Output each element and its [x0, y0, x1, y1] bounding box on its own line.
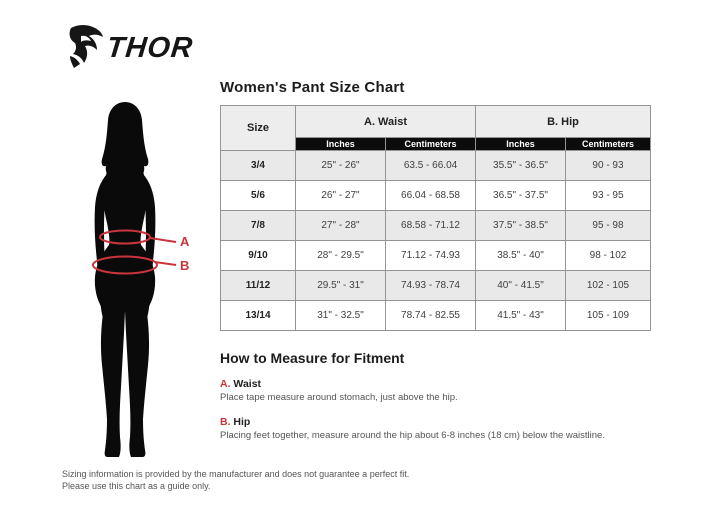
cell-hip-cm: 95 - 98: [565, 210, 651, 241]
cell-hip-in: 37.5" - 38.5": [475, 210, 566, 241]
measure-waist-label: A. Waist: [220, 378, 680, 390]
cell-hip-cm: 102 - 105: [565, 270, 651, 301]
cell-waist-in: 25" - 26": [295, 150, 386, 181]
table-row: 9/10 28" - 29.5" 71.12 - 74.93 38.5" - 4…: [220, 240, 651, 271]
brand-wordmark: THOR: [105, 31, 195, 64]
table-row: 7/8 27" - 28" 68.58 - 71.12 37.5" - 38.5…: [220, 210, 651, 241]
measure-hip-name: Hip: [233, 416, 251, 428]
col-header-size: Size: [220, 105, 296, 151]
table-subheader-row: Inches Centimeters Inches Centimeters: [221, 137, 651, 151]
measure-section: How to Measure for Fitment A. Waist Plac…: [220, 350, 680, 454]
thor-helmet-icon: [69, 25, 103, 68]
disclaimer: Sizing information is provided by the ma…: [62, 468, 409, 492]
cell-waist-cm: 78.74 - 82.55: [385, 300, 476, 331]
cell-waist-in: 31" - 32.5": [295, 300, 386, 331]
table-row: 11/12 29.5" - 31" 74.93 - 78.74 40" - 41…: [220, 270, 651, 301]
table-row: 5/6 26" - 27" 66.04 - 68.58 36.5" - 37.5…: [220, 180, 651, 211]
measure-waist-instructions: Place tape measure around stomach, just …: [220, 392, 458, 403]
waist-measure-line: [99, 229, 151, 245]
cell-hip-in: 41.5" - 43": [475, 300, 566, 331]
measure-hip-label: B. Hip: [220, 416, 680, 428]
brand-logo: THOR: [64, 24, 195, 68]
cell-hip-in: 36.5" - 37.5": [475, 180, 566, 211]
cell-hip-cm: 90 - 93: [565, 150, 651, 181]
measurement-figure: A B: [55, 95, 200, 460]
cell-waist-in: 28" - 29.5": [295, 240, 386, 271]
col-header-waist: A. Waist: [295, 105, 476, 138]
cell-hip-in: 38.5" - 40": [475, 240, 566, 271]
cell-size: 11/12: [220, 270, 296, 301]
subheader-waist-centimeters: Centimeters: [385, 137, 476, 151]
cell-waist-cm: 66.04 - 68.58: [385, 180, 476, 211]
measure-item-waist: A. Waist Place tape measure around stoma…: [220, 378, 680, 403]
cell-hip-cm: 98 - 102: [565, 240, 651, 271]
table-header-row: Size A. Waist B. Hip: [220, 105, 651, 151]
woman-silhouette-figure: A B: [92, 102, 190, 457]
table-row: 3/4 25" - 26" 63.5 - 66.04 35.5" - 36.5"…: [220, 150, 651, 181]
cell-waist-cm: 68.58 - 71.12: [385, 210, 476, 241]
size-chart-table: Size A. Waist B. Hip Inches Centimeters …: [220, 105, 651, 331]
waist-callout-line: [149, 237, 177, 243]
cell-waist-in: 29.5" - 31": [295, 270, 386, 301]
cell-waist-in: 27" - 28": [295, 210, 386, 241]
measurement-lines: [92, 229, 177, 275]
hip-measure-line: [92, 255, 158, 275]
cell-size: 3/4: [220, 150, 296, 181]
cell-waist-cm: 74.93 - 78.74: [385, 270, 476, 301]
measure-waist-name: Waist: [233, 378, 262, 390]
col-header-hip: B. Hip: [475, 105, 651, 138]
waist-label-a: A: [180, 234, 190, 249]
cell-size: 7/8: [220, 210, 296, 241]
disclaimer-line-1: Sizing information is provided by the ma…: [62, 469, 410, 479]
subheader-hip-centimeters: Centimeters: [565, 137, 651, 151]
cell-hip-in: 40" - 41.5": [475, 270, 566, 301]
cell-size: 5/6: [220, 180, 296, 211]
page-title: Women's Pant Size Chart: [220, 79, 405, 96]
measure-hip-instructions: Placing feet together, measure around th…: [220, 430, 605, 441]
disclaimer-line-2: Please use this chart as a guide only.: [62, 481, 211, 492]
measure-item-hip: B. Hip Placing feet together, measure ar…: [220, 416, 680, 441]
measure-waist-key: A.: [220, 378, 231, 390]
measure-section-title: How to Measure for Fitment: [220, 350, 405, 366]
woman-silhouette: [94, 102, 156, 457]
hip-label-b: B: [180, 258, 189, 273]
hip-callout-line: [154, 261, 177, 266]
subheader-hip-inches: Inches: [475, 137, 566, 151]
measure-hip-key: B.: [220, 416, 231, 428]
cell-size: 9/10: [220, 240, 296, 271]
cell-waist-cm: 63.5 - 66.04: [385, 150, 476, 181]
subheader-waist-inches: Inches: [295, 137, 386, 151]
table-row: 13/14 31" - 32.5" 78.74 - 82.55 41.5" - …: [220, 300, 651, 331]
cell-waist-cm: 71.12 - 74.93: [385, 240, 476, 271]
cell-hip-cm: 105 - 109: [565, 300, 651, 331]
cell-size: 13/14: [220, 300, 296, 331]
cell-waist-in: 26" - 27": [295, 180, 386, 211]
cell-hip-cm: 93 - 95: [565, 180, 651, 211]
cell-hip-in: 35.5" - 36.5": [475, 150, 566, 181]
